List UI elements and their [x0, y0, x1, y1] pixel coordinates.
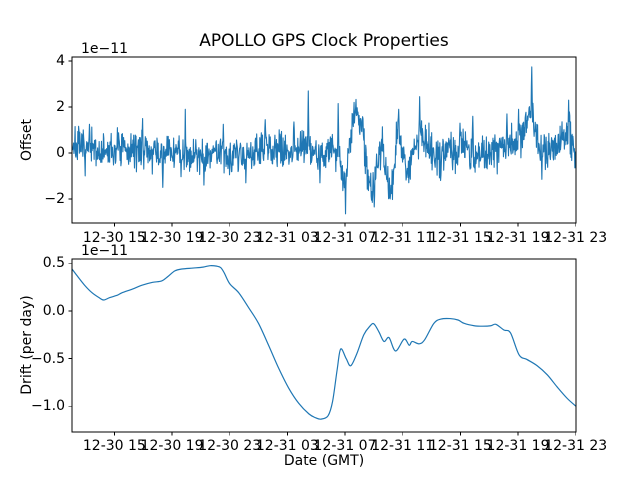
- y-tick-label: 2: [56, 99, 65, 116]
- x-tick-label: 12-31 07: [313, 438, 377, 454]
- x-tick-label: 12-31 03: [255, 230, 319, 246]
- x-tick-label: 12-30 23: [198, 438, 262, 454]
- x-axis-label-date: Date (GMT): [283, 453, 365, 469]
- clock-offset-plot: [68, 56, 577, 227]
- clock-offset-line: [72, 66, 576, 215]
- axes-frame: [71, 56, 577, 224]
- y-tick-label: −0.5: [31, 350, 65, 367]
- offset-exponent-label-bottom: 1e−11: [81, 243, 129, 259]
- x-tick-label: 12-31 15: [428, 438, 492, 454]
- x-tick-label: 12-31 11: [371, 438, 435, 454]
- x-tick-label: 12-31 19: [486, 438, 550, 454]
- y-tick-label: 0.0: [42, 302, 65, 319]
- x-tick-label: 12-30 19: [140, 438, 204, 454]
- y-tick-label: −1.0: [31, 398, 65, 415]
- x-tick-label: 12-30 15: [82, 438, 146, 454]
- x-tick-label: 12-31 19: [486, 230, 550, 246]
- x-tick-label: 12-30 23: [198, 230, 262, 246]
- y-tick-label: 0.5: [42, 255, 65, 272]
- x-tick-label: 12-30 19: [140, 230, 204, 246]
- chart-title: APOLLO GPS Clock Properties: [199, 31, 449, 51]
- x-tick-label: 12-31 03: [255, 438, 319, 454]
- y-tick-label: 0: [56, 144, 65, 161]
- x-tick-label: 12-31 23: [544, 230, 608, 246]
- x-tick-label: 12-30 15: [82, 230, 146, 246]
- clock-drift-line: [72, 265, 576, 420]
- clock-drift-plot: [68, 258, 577, 436]
- x-tick-label: 12-31 11: [371, 230, 435, 246]
- y-tick-label: −2: [44, 190, 65, 207]
- x-tick-label: 12-31 15: [428, 230, 492, 246]
- x-tick-label: 12-31 07: [313, 230, 377, 246]
- offset-exponent-label-top: 1e−11: [81, 41, 129, 57]
- x-tick-label: 12-31 23: [544, 438, 608, 454]
- axes-frame: [71, 258, 577, 433]
- y-tick-label: 4: [56, 53, 65, 70]
